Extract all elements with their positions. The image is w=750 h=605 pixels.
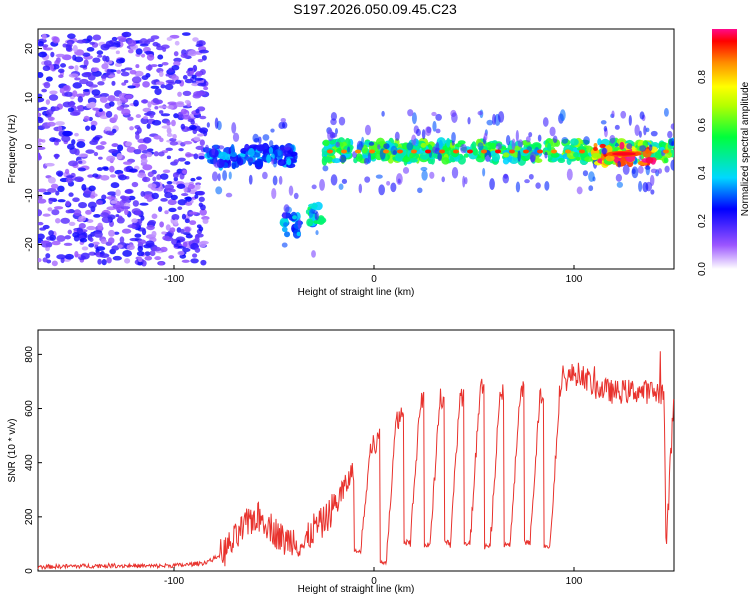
spectrogram-y-tick-label: 0 — [24, 143, 35, 149]
spectrogram-main-band — [319, 107, 674, 196]
colorbar-tick-label: 0.0 — [697, 262, 708, 276]
spectrogram-drop-2 — [305, 184, 327, 258]
spectrogram-content — [38, 31, 674, 267]
snr-y-tick-label: 0 — [24, 568, 35, 574]
spectrogram-x-label: Height of straight line (km) — [298, 287, 415, 298]
snr-frame — [37, 329, 675, 572]
colorbar-label: Normalized spectral amplitude — [740, 81, 750, 216]
spectrogram-x-tick-label: 100 — [566, 274, 583, 285]
colorbar: 0.0 0.2 0.4 0.6 0.8 Normalized spectral ampl… — [697, 29, 750, 276]
colorbar-tick-label: 0.2 — [697, 214, 708, 228]
spectrogram-x-tick-label: -100 — [164, 274, 184, 285]
spectrogram-y-tick-label: 10 — [24, 92, 35, 104]
snr-y-tick-label: 800 — [24, 346, 35, 363]
spectrogram-x-tick-label: 0 — [371, 274, 377, 285]
snr-x-tick-label: -100 — [164, 576, 184, 587]
snr-series-line — [37, 351, 675, 571]
colorbar-tick-label: 0.8 — [697, 70, 708, 84]
spectrogram-y-ticks: -20 -10 0 10 20 — [24, 43, 42, 252]
spectrogram-y-tick-label: 20 — [24, 43, 35, 55]
snr-y-label: SNR (10 * v/v) — [7, 419, 18, 483]
snr-x-tick-label: 100 — [566, 576, 583, 587]
snr-panel: -100 0 100 0 200 400 600 800 Height of straigh… — [7, 329, 675, 595]
colorbar-gradient — [712, 29, 737, 269]
colorbar-ticks: 0.0 0.2 0.4 0.6 0.8 — [697, 70, 708, 276]
snr-x-tick-label: 0 — [371, 576, 377, 587]
colorbar-tick-label: 0.4 — [697, 166, 708, 180]
snr-y-tick-label: 600 — [24, 400, 35, 417]
spectrogram-peak — [590, 111, 658, 195]
spectrogram-y-tick-label: -10 — [24, 188, 35, 203]
snr-x-ticks: -100 0 100 — [164, 567, 583, 587]
spectrogram-x-ticks: -100 0 100 — [164, 265, 583, 285]
chart-title: S197.2026.050.09.45.C23 — [293, 1, 457, 17]
colorbar-tick-label: 0.6 — [697, 118, 708, 132]
snr-x-label: Height of straight line (km) — [298, 584, 415, 595]
spectrogram-y-label: Frequency (Hz) — [7, 115, 18, 184]
snr-y-tick-label: 400 — [24, 454, 35, 471]
spectrogram-y-tick-label: -20 — [24, 237, 35, 252]
snr-y-ticks: 0 200 400 600 800 — [24, 346, 42, 574]
snr-y-tick-label: 200 — [24, 508, 35, 525]
spectrogram-drop-1 — [279, 185, 304, 248]
spectrogram-noise — [38, 31, 210, 267]
spectrogram-band-1 — [202, 117, 298, 200]
